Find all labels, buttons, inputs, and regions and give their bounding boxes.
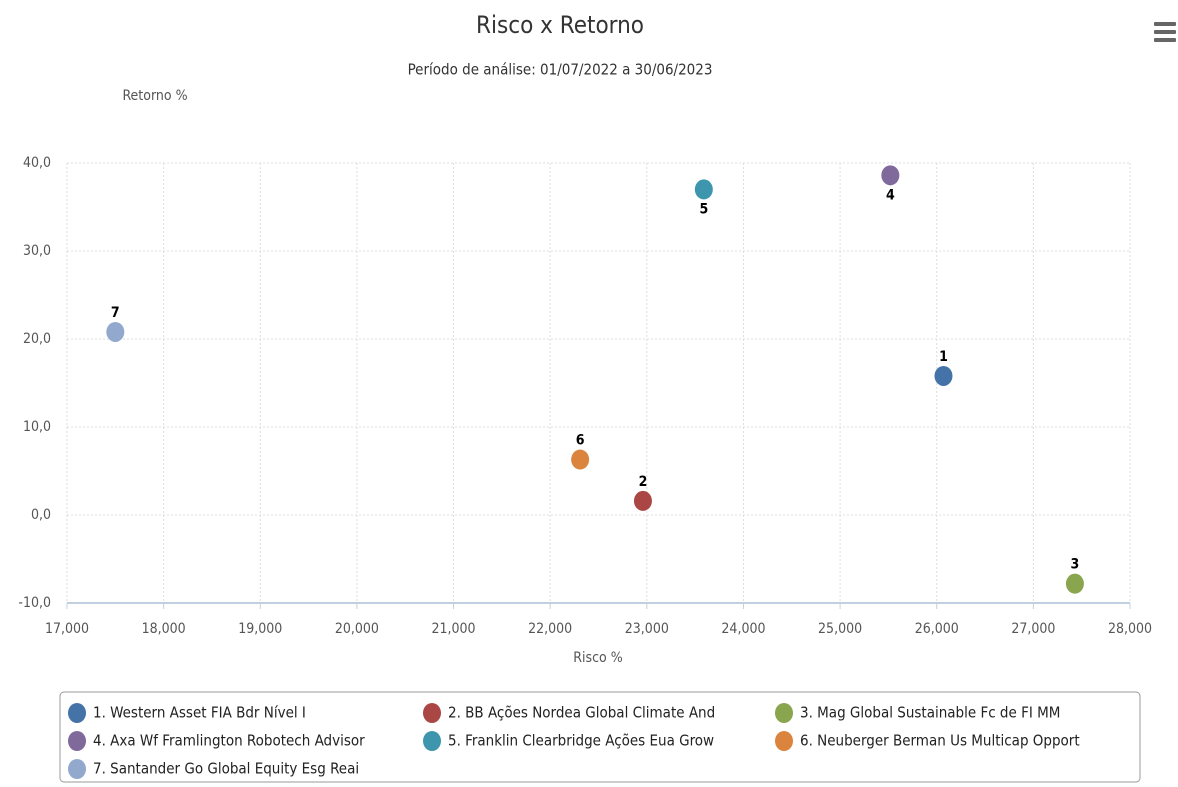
legend-label[interactable]: 7. Santander Go Global Equity Esg Reai — [93, 760, 359, 778]
point — [571, 449, 590, 470]
legend-marker[interactable] — [423, 703, 441, 723]
y-tick-label: 20,0 — [23, 331, 51, 347]
data-label: 1 — [939, 349, 948, 365]
x-tick-label: 17,000 — [45, 621, 89, 637]
point — [633, 490, 652, 511]
menu-bar — [1154, 30, 1176, 34]
data-label: 5 — [699, 201, 708, 217]
x-tick-label: 19,000 — [238, 621, 282, 637]
point — [1065, 573, 1084, 594]
menu-button[interactable] — [1154, 22, 1176, 42]
legend-marker[interactable] — [68, 703, 86, 723]
y-tick-label: 30,0 — [23, 243, 51, 259]
legend-marker[interactable] — [68, 759, 86, 779]
y-tick-label: 10,0 — [23, 419, 51, 435]
point — [694, 179, 713, 200]
x-tick-label: 28,000 — [1108, 621, 1152, 637]
y-tick-label: -10,0 — [18, 595, 51, 611]
data-label: 4 — [886, 187, 895, 203]
legend-label[interactable]: 2. BB Ações Nordea Global Climate And — [448, 704, 715, 722]
y-axis-label: Retorno % — [122, 88, 187, 104]
point — [881, 165, 900, 186]
chart-title: Risco x Retorno — [476, 11, 644, 39]
data-label: 6 — [576, 433, 585, 449]
legend-label[interactable]: 3. Mag Global Sustainable Fc de FI MM — [800, 704, 1060, 722]
y-tick-label: 0,0 — [31, 507, 51, 523]
legend-marker[interactable] — [423, 731, 441, 751]
x-axis-label: Risco % — [573, 650, 622, 666]
legend-marker[interactable] — [775, 703, 793, 723]
point — [934, 365, 953, 386]
data-label: 2 — [639, 474, 648, 490]
legend-box — [59, 691, 1141, 783]
legend-marker[interactable] — [775, 731, 793, 751]
x-tick-label: 20,000 — [335, 621, 379, 637]
y-tick-label: 40,0 — [23, 155, 51, 171]
x-tick-label: 27,000 — [1011, 621, 1055, 637]
menu-bar — [1154, 38, 1176, 42]
chart-subtitle: Período de análise: 01/07/2022 a 30/06/2… — [408, 61, 713, 79]
legend-label[interactable]: 6. Neuberger Berman Us Multicap Opport — [800, 732, 1080, 750]
menu-bar — [1154, 22, 1176, 26]
x-tick-label: 21,000 — [432, 621, 476, 637]
legend-label[interactable]: 1. Western Asset FIA Bdr Nível I — [93, 704, 306, 722]
legend-marker[interactable] — [68, 731, 86, 751]
legend-label[interactable]: 4. Axa Wf Framlington Robotech Advisor — [93, 732, 365, 750]
x-tick-label: 18,000 — [142, 621, 186, 637]
x-tick-label: 23,000 — [625, 621, 669, 637]
point — [106, 321, 125, 342]
x-tick-label: 26,000 — [915, 621, 959, 637]
data-label: 7 — [111, 305, 120, 321]
legend-label[interactable]: 5. Franklin Clearbridge Ações Eua Grow — [448, 732, 714, 750]
x-tick-label: 24,000 — [721, 621, 765, 637]
x-tick-label: 22,000 — [528, 621, 572, 637]
x-tick-label: 25,000 — [818, 621, 862, 637]
data-label: 3 — [1071, 557, 1080, 573]
